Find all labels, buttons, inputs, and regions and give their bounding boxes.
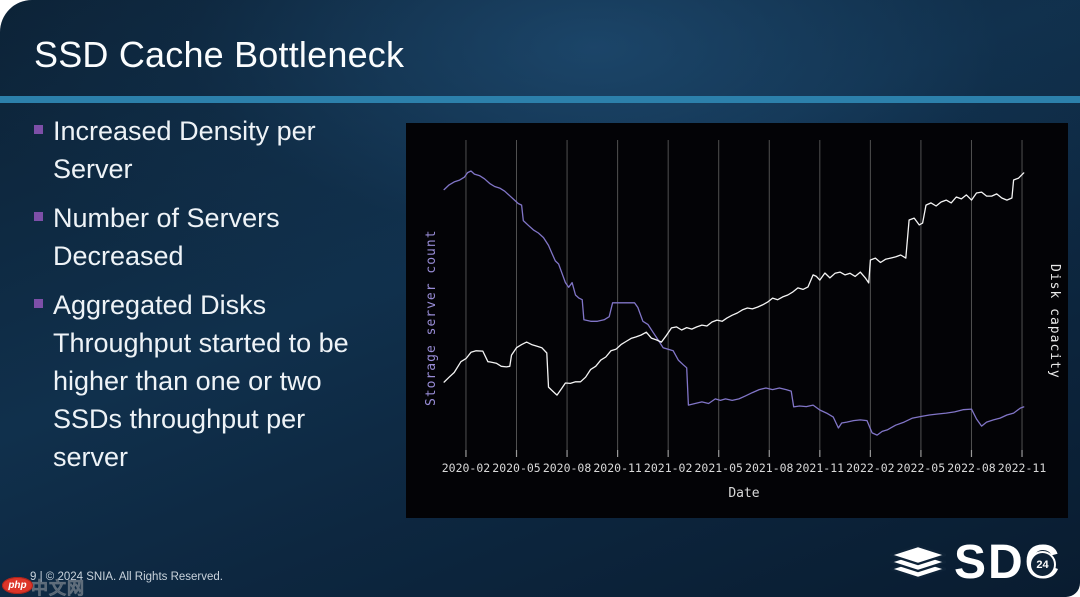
x-axis-label: Date: [728, 486, 759, 501]
sdc-layers-icon: [890, 544, 946, 580]
sdc-logo: SDC: [890, 539, 1061, 587]
bullet-list: Increased Density per Server Number of Se…: [32, 112, 380, 487]
x-axis-tick-label: 2020-08: [543, 461, 592, 475]
x-axis-tick-label: 2021-05: [694, 461, 742, 475]
x-axis-tick-label: 2021-02: [644, 461, 692, 475]
y-axis-label-right: Disk capacity: [1047, 263, 1062, 379]
x-axis-tick-label: 2022-05: [897, 461, 945, 475]
bullet-item: Increased Density per Server: [32, 112, 380, 188]
bullet-label: Increased Density per Server: [53, 116, 316, 184]
bullet-square-icon: [34, 299, 43, 308]
bullet-label: Number of Servers Decreased: [53, 203, 280, 271]
php-logo-icon: php: [2, 577, 33, 594]
watermark-text: 中文网: [31, 579, 85, 597]
chart-series-server-count: [443, 170, 1025, 436]
copyright-text: 9 | © 2024 SNIA. All Rights Reserved.: [30, 571, 223, 583]
bullet-square-icon: [34, 212, 43, 221]
bullet-label: Aggregated Disks Throughput started to b…: [53, 290, 349, 472]
sdc-year-badge: 24: [1029, 551, 1056, 578]
bullet-square-icon: [34, 125, 43, 134]
x-axis-tick-label: 2020-11: [593, 461, 642, 475]
bullet-item: Aggregated Disks Throughput started to b…: [32, 286, 380, 476]
x-axis-tick-label: 2021-08: [745, 461, 794, 475]
x-axis-tick-label: 2020-02: [442, 461, 490, 475]
x-axis-tick-label: 2022-11: [998, 461, 1047, 475]
title-accent-bar: [0, 96, 1080, 103]
x-axis-tick-label: 2022-02: [846, 461, 894, 475]
y-axis-label-left: Storage server count: [424, 229, 439, 407]
x-axis-tick-label: 2022-08: [947, 461, 996, 475]
chart-series-disk-capacity: [443, 172, 1025, 396]
bullet-item: Number of Servers Decreased: [32, 199, 380, 275]
slide-title: SSD Cache Bottleneck: [34, 34, 405, 75]
chart-plot-area: 2020-02 2020-05 2020-08 2020-11 2021-02 2021-…: [442, 140, 1047, 501]
x-axis-tick-label: 2020-05: [492, 461, 540, 475]
line-chart: 2020-02 2020-05 2020-08 2020-11 2021-02 2021-…: [406, 123, 1068, 518]
x-axis-tick-label: 2021-11: [796, 461, 845, 475]
